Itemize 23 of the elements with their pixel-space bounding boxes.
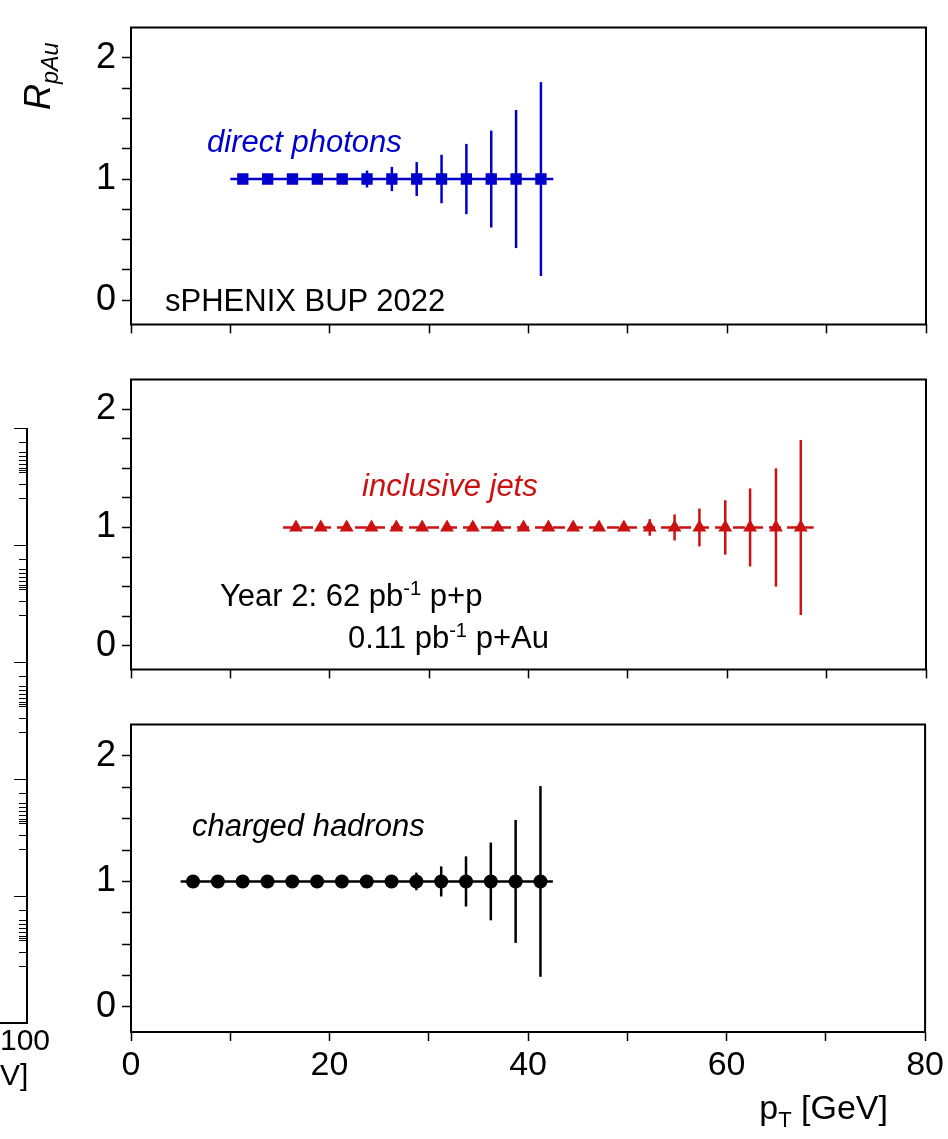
text: 100 (0, 1023, 51, 1056)
legend-label: charged hadrons (192, 808, 425, 843)
y-tick-label: 1 (95, 155, 116, 197)
y-tick-label: 0 (95, 622, 116, 664)
series-label: direct photons (207, 124, 402, 159)
y-tick-label: 2 (95, 732, 116, 774)
x-tick-label: 20 (310, 1043, 349, 1082)
series-label: inclusive jets (362, 468, 538, 503)
annotation: 0.11 pb$^{-1}$ p+Au (348, 619, 549, 656)
x-tick-label: 0 (121, 1043, 141, 1082)
annotation: sPHENIX BUP 2022 (165, 283, 446, 318)
x-axis-title: p$_{T}$ [GeV] (759, 1088, 888, 1132)
text: V] (0, 1058, 29, 1091)
y-tick-label: 0 (95, 983, 116, 1025)
x-tick-label: 60 (707, 1043, 746, 1082)
y-tick-label: 2 (95, 386, 116, 428)
x-tick-label: 80 (906, 1043, 944, 1082)
y-tick-label: 0 (95, 277, 116, 319)
y-tick-label: 1 (95, 858, 116, 900)
x-tick-label: 40 (509, 1043, 547, 1082)
annotation: Year 2: 62 pb$^{-1}$ p+p (220, 577, 483, 614)
y-tick-label: 1 (95, 504, 116, 546)
y-tick-label: 2 (95, 34, 116, 76)
